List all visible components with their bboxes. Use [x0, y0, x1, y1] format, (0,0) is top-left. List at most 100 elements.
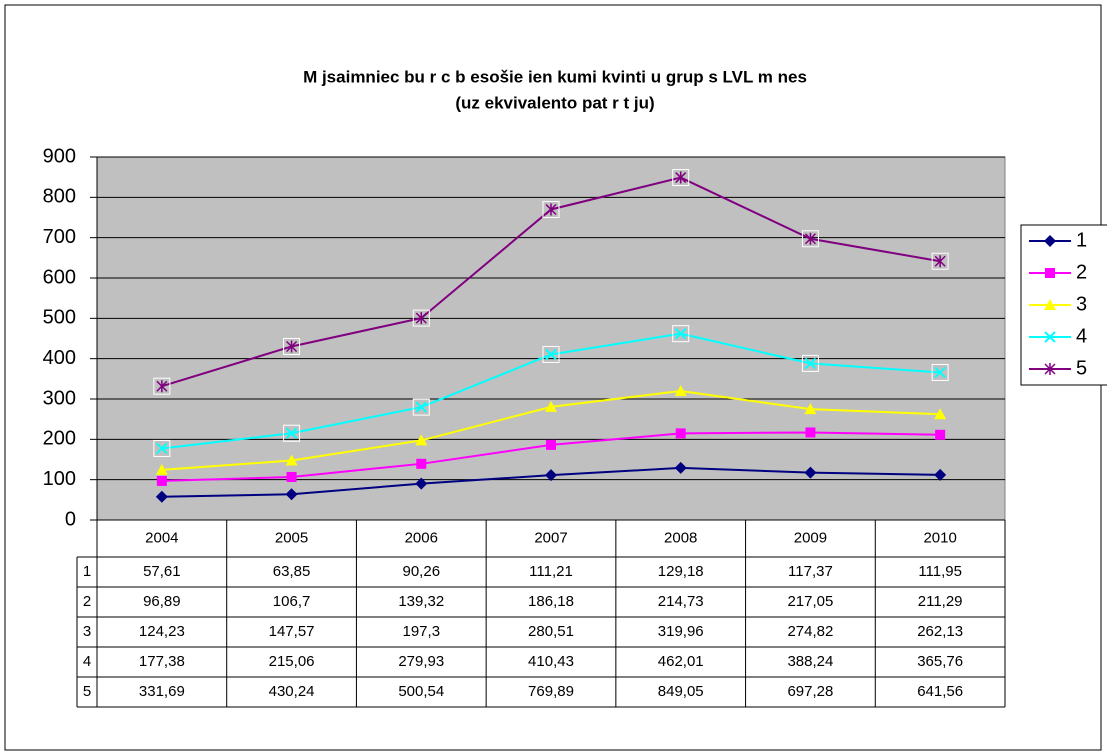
marker — [934, 468, 947, 481]
marker — [674, 384, 687, 396]
chart-title: M jsaimniec bu r c b esošie ien kumi kvi… — [303, 67, 807, 86]
y-tick-label: 300 — [43, 387, 76, 409]
marker — [155, 463, 168, 475]
table-header: 2006 — [405, 529, 438, 546]
y-tick-label: 600 — [43, 266, 76, 288]
marker — [1044, 331, 1056, 343]
marker — [285, 427, 298, 439]
marker — [674, 461, 687, 474]
marker-bg — [283, 337, 301, 355]
table-header: 2005 — [275, 529, 308, 546]
table-cell: 388,24 — [787, 653, 833, 670]
marker-bg — [153, 377, 171, 395]
marker-bg — [801, 230, 819, 248]
y-tick-label: 400 — [43, 347, 76, 369]
table-cell: 147,57 — [269, 623, 315, 640]
table-cell: 211,29 — [918, 593, 963, 610]
legend-label: 1 — [1076, 229, 1087, 251]
table-cell: 217,05 — [787, 593, 833, 610]
legend-label: 2 — [1076, 261, 1087, 283]
marker — [935, 429, 946, 440]
marker — [934, 366, 946, 379]
marker — [416, 458, 427, 469]
marker-bg — [931, 363, 949, 381]
marker — [156, 475, 167, 486]
marker — [1045, 268, 1055, 278]
table-header: 2008 — [664, 529, 697, 546]
table-cell: 90,26 — [403, 563, 441, 580]
y-tick-label: 800 — [43, 186, 76, 208]
marker-bg — [283, 424, 301, 442]
marker — [804, 466, 817, 479]
table-row-label: 2 — [83, 593, 91, 610]
marker — [415, 477, 428, 490]
table-cell: 57,61 — [143, 563, 181, 580]
table-cell: 462,01 — [658, 653, 704, 670]
table-cell: 365,76 — [917, 653, 963, 670]
table-cell: 319,96 — [658, 623, 704, 640]
marker — [545, 400, 557, 412]
marker — [675, 428, 686, 439]
legend-label: 3 — [1076, 293, 1087, 315]
table-cell: 63,85 — [273, 563, 311, 580]
table-cell: 186,18 — [528, 593, 574, 610]
table-cell: 139,32 — [398, 593, 444, 610]
table-cell: 262,13 — [917, 623, 963, 640]
table-header: 2004 — [145, 529, 178, 546]
table-cell: 849,05 — [658, 683, 704, 700]
marker — [805, 427, 816, 438]
table-header: 2009 — [794, 529, 827, 546]
table-cell: 500,54 — [398, 683, 444, 700]
marker — [804, 403, 817, 415]
marker — [285, 454, 298, 466]
table-cell: 124,23 — [139, 623, 185, 640]
table-header: 2010 — [923, 529, 956, 546]
marker — [1044, 299, 1056, 310]
marker-bg — [412, 309, 430, 327]
marker-bg — [801, 354, 819, 372]
legend-label: 4 — [1076, 325, 1087, 347]
marker — [286, 471, 297, 482]
marker — [546, 439, 556, 450]
table-cell: 331,69 — [139, 683, 185, 700]
table-cell: 177,38 — [139, 653, 185, 670]
marker — [156, 442, 168, 455]
chart-subtitle: (uz ekvivalento pat r t ju) — [455, 93, 654, 112]
y-tick-label: 0 — [65, 508, 76, 530]
table-cell: 117,37 — [788, 563, 833, 580]
table-row-label: 4 — [83, 653, 91, 670]
marker-bg — [542, 200, 560, 218]
legend-label: 5 — [1076, 357, 1087, 379]
y-tick-label: 100 — [43, 468, 76, 490]
table-cell: 769,89 — [528, 683, 574, 700]
marker — [675, 327, 687, 340]
table-cell: 129,18 — [658, 563, 704, 580]
marker-bg — [153, 439, 171, 457]
marker-bg — [412, 398, 430, 416]
marker — [934, 408, 947, 420]
marker — [545, 203, 557, 216]
y-tick-label: 200 — [43, 428, 76, 450]
marker — [285, 488, 298, 501]
marker — [415, 312, 427, 325]
marker-bg — [931, 252, 949, 270]
table-cell: 111,21 — [529, 563, 573, 580]
marker — [1044, 235, 1056, 247]
table-cell: 111,95 — [918, 563, 962, 580]
marker — [545, 348, 557, 361]
table-cell: 410,43 — [528, 653, 574, 670]
table-cell: 279,93 — [398, 653, 444, 670]
marker — [804, 232, 816, 245]
y-tick-label: 700 — [43, 226, 76, 248]
marker-bg — [672, 325, 690, 343]
table-cell: 274,82 — [787, 623, 833, 640]
marker — [415, 401, 427, 413]
marker — [415, 434, 428, 446]
table-cell: 215,06 — [269, 653, 315, 670]
table-cell: 641,56 — [917, 683, 963, 700]
table-cell: 96,89 — [143, 593, 181, 610]
table-cell: 697,28 — [787, 683, 833, 700]
marker — [286, 340, 298, 353]
y-tick-label: 900 — [43, 145, 76, 167]
